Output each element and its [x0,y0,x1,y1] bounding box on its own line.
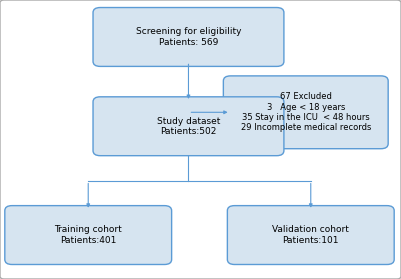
FancyBboxPatch shape [93,97,284,156]
Text: Validation cohort
Patients:101: Validation cohort Patients:101 [272,225,349,245]
FancyBboxPatch shape [223,76,388,149]
FancyBboxPatch shape [227,206,394,264]
Text: Study dataset
Patients:502: Study dataset Patients:502 [157,117,220,136]
Text: 67 Excluded
3   Age < 18 years
35 Stay in the ICU  < 48 hours
29 Incomplete medi: 67 Excluded 3 Age < 18 years 35 Stay in … [241,92,371,133]
Text: Training cohort
Patients:401: Training cohort Patients:401 [55,225,122,245]
Text: Screening for eligibility
Patients: 569: Screening for eligibility Patients: 569 [136,27,241,47]
FancyBboxPatch shape [5,206,172,264]
FancyBboxPatch shape [93,8,284,66]
